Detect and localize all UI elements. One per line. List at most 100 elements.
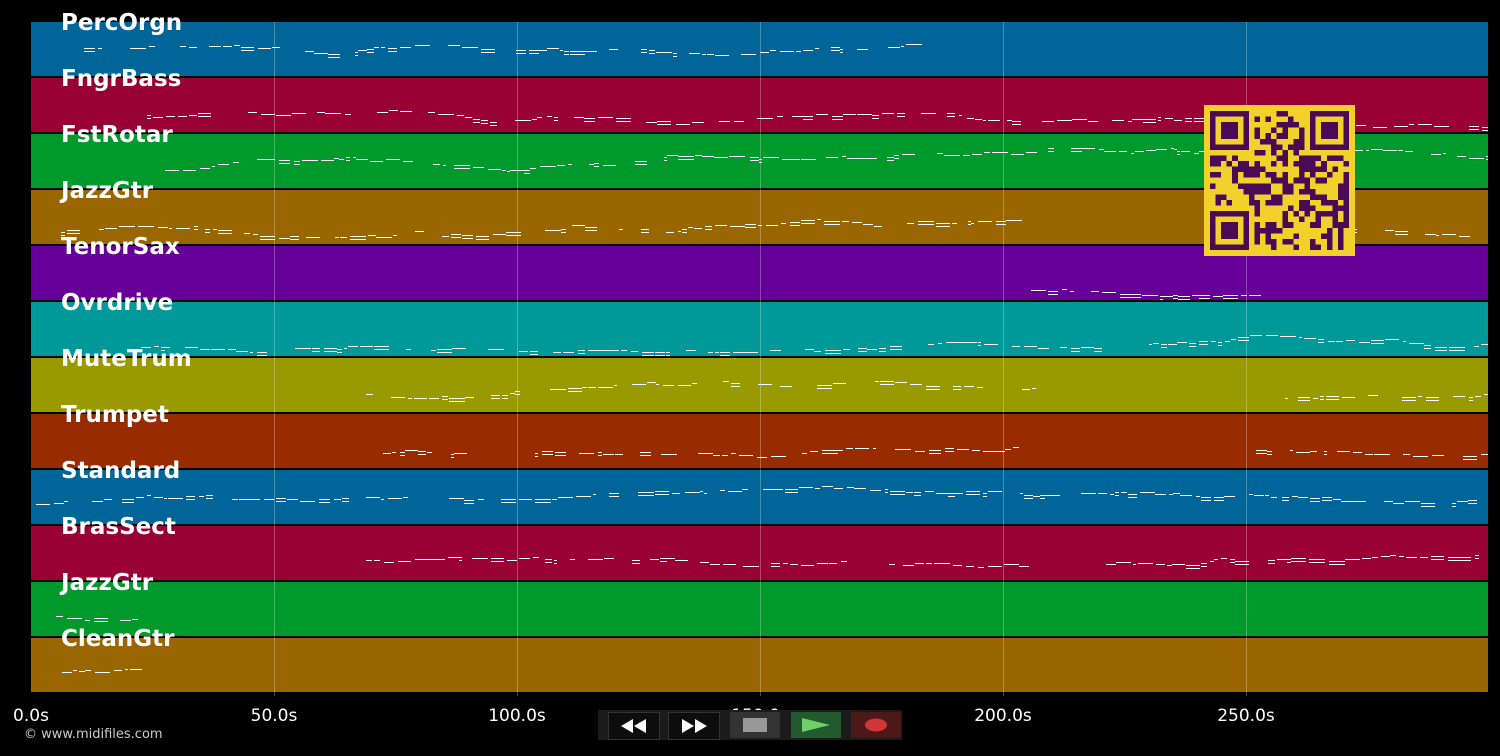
note-mark: [616, 121, 631, 122]
track-notes: [31, 302, 1488, 356]
note-mark: [1173, 493, 1180, 494]
note-mark: [785, 489, 798, 490]
note-mark: [971, 223, 974, 224]
note-mark: [953, 386, 961, 387]
note-mark: [852, 222, 862, 223]
note-mark: [1128, 494, 1137, 495]
note-mark: [391, 397, 405, 398]
note-mark: [464, 500, 474, 501]
note-mark: [1356, 125, 1366, 126]
note-mark: [261, 114, 275, 115]
note-mark: [61, 232, 65, 233]
play-icon: [802, 718, 830, 732]
note-mark: [801, 223, 815, 224]
time-gridline: [1003, 22, 1004, 696]
note-mark: [199, 496, 204, 497]
note-mark: [847, 487, 854, 488]
note-mark: [743, 566, 759, 567]
note-mark: [312, 351, 320, 352]
note-mark: [141, 347, 151, 348]
note-mark: [250, 352, 253, 353]
note-mark: [702, 156, 714, 157]
piano-roll-area[interactable]: PercOrgn FngrBass FstRotar JazzGtr Tenor…: [31, 10, 1488, 696]
track-lane-brassect[interactable]: BrasSect: [31, 514, 1488, 582]
note-mark: [353, 157, 356, 158]
track-lane-percorgn[interactable]: PercOrgn: [31, 10, 1488, 78]
note-mark: [1104, 151, 1116, 152]
note-mark: [1368, 395, 1378, 396]
note-mark: [1174, 120, 1182, 121]
note-mark: [588, 350, 594, 351]
note-mark: [537, 117, 542, 118]
track-lane-mutetrum[interactable]: MuteTrum: [31, 346, 1488, 414]
note-mark: [1296, 452, 1310, 453]
note-mark: [655, 494, 669, 495]
note-mark: [963, 155, 970, 156]
note-mark: [686, 350, 696, 351]
note-mark: [386, 159, 400, 160]
note-mark: [1298, 400, 1310, 401]
note-mark: [1142, 295, 1158, 296]
note-mark: [1448, 557, 1457, 558]
note-mark: [1436, 235, 1439, 236]
note-mark: [1243, 564, 1249, 565]
note-mark: [1012, 121, 1021, 122]
note-mark: [1235, 561, 1243, 562]
note-mark: [1057, 120, 1072, 121]
note-mark: [801, 565, 814, 566]
stop-button[interactable]: [730, 712, 780, 738]
track-lane-ovrdrive[interactable]: Ovrdrive: [31, 290, 1488, 358]
note-mark: [212, 166, 215, 167]
note-mark: [321, 160, 334, 161]
track-lane-trumpet[interactable]: Trumpet: [31, 402, 1488, 470]
note-mark: [1362, 558, 1371, 559]
note-mark: [928, 344, 934, 345]
note-mark: [894, 158, 899, 159]
note-mark: [164, 498, 167, 499]
track-label: CleanGtr: [61, 626, 175, 652]
note-mark: [1403, 454, 1410, 455]
note-mark: [490, 122, 497, 123]
note-mark: [459, 560, 462, 561]
note-mark: [720, 355, 730, 356]
note-mark: [345, 114, 351, 115]
track-lane-jazzgtr-2[interactable]: JazzGtr: [31, 570, 1488, 638]
note-mark: [261, 159, 275, 160]
note-mark: [715, 352, 719, 353]
rewind-button[interactable]: [608, 712, 660, 740]
note-mark: [1224, 496, 1235, 497]
note-mark: [660, 561, 667, 562]
note-mark: [194, 226, 198, 227]
note-mark: [198, 116, 211, 117]
time-tick-label: 100.0s: [488, 706, 546, 726]
note-mark: [92, 501, 103, 502]
note-mark: [834, 488, 843, 489]
record-button[interactable]: [851, 712, 901, 738]
note-mark: [198, 113, 211, 114]
note-mark: [1033, 496, 1040, 497]
note-mark: [36, 504, 50, 505]
note-mark: [1131, 153, 1134, 154]
note-mark: [984, 152, 990, 153]
note-mark: [918, 221, 934, 222]
fast-forward-button[interactable]: [668, 712, 720, 740]
note-mark: [515, 120, 531, 121]
track-lane-standard[interactable]: Standard: [31, 458, 1488, 526]
note-mark: [454, 453, 467, 454]
note-mark: [672, 493, 680, 494]
play-button[interactable]: [791, 712, 841, 738]
note-mark: [1048, 291, 1058, 292]
note-mark: [328, 54, 340, 55]
note-mark: [641, 49, 647, 50]
note-mark: [515, 391, 520, 392]
note-mark: [731, 386, 740, 387]
track-lane-cleangtr[interactable]: CleanGtr: [31, 626, 1488, 694]
note-mark: [350, 239, 366, 240]
note-mark: [1265, 495, 1269, 496]
note-mark: [843, 114, 856, 115]
note-mark: [604, 350, 619, 351]
note-mark: [443, 165, 446, 166]
note-mark: [757, 457, 767, 458]
note-mark: [194, 229, 198, 230]
note-mark: [632, 563, 640, 564]
